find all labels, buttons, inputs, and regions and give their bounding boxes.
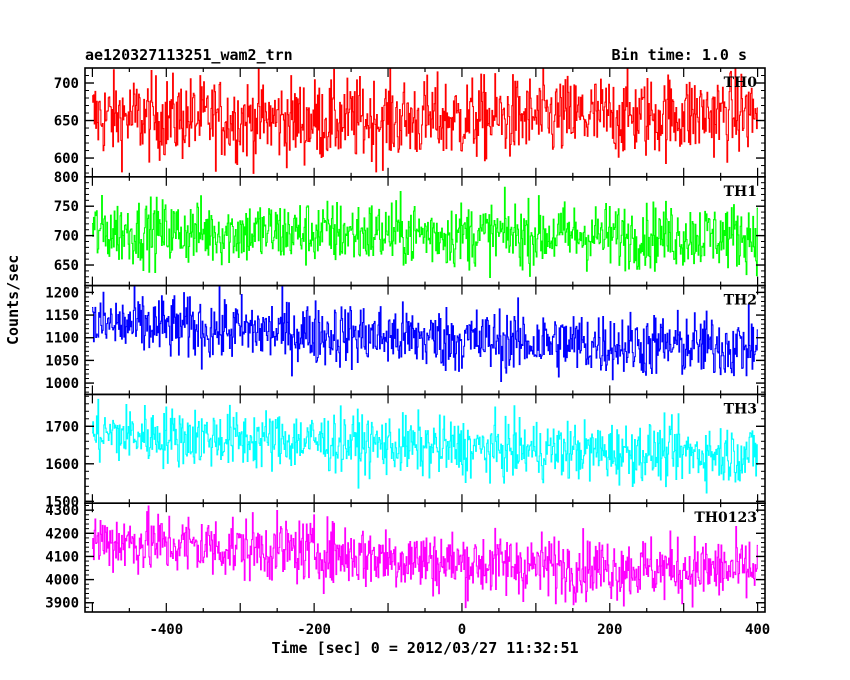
y-tick-label: 700 [54, 229, 79, 245]
series-line-th1 [92, 186, 758, 278]
y-tick-label: 4200 [45, 526, 79, 542]
y-tick-label: 4000 [45, 573, 79, 589]
y-tick-label: 4100 [45, 549, 79, 565]
y-tick-label: 1000 [45, 376, 79, 392]
y-tick-label: 1600 [45, 457, 79, 473]
panel-label-th2: TH2 [724, 293, 757, 309]
series-line-th3 [92, 398, 758, 494]
panel-label-th3: TH3 [724, 401, 757, 417]
y-tick-label: 1200 [45, 285, 79, 301]
y-tick-label: 750 [54, 199, 79, 215]
panel-label-th0123: TH0123 [694, 510, 757, 526]
x-tick-label: 0 [458, 622, 466, 638]
series-line-th2 [92, 285, 758, 383]
y-tick-label: 4300 [45, 503, 79, 519]
series-line-th0 [92, 68, 758, 174]
y-tick-label: 1100 [45, 331, 79, 347]
y-tick-label: 1700 [45, 419, 79, 435]
y-tick-label: 650 [54, 258, 79, 274]
x-tick-label: 200 [597, 622, 622, 638]
x-tick-label: -200 [297, 622, 331, 638]
y-tick-label: 1500 [45, 494, 79, 510]
y-tick-label: 700 [54, 76, 79, 92]
bin-time-label: Bin time: 1.0 s [611, 46, 747, 64]
x-axis-label: Time [sec] 0 = 2012/03/27 11:32:51 [271, 639, 579, 657]
y-tick-label: 600 [54, 151, 79, 167]
x-tick-label: -400 [149, 622, 183, 638]
panel-label-th0: TH0 [724, 75, 758, 91]
y-tick-label: 3900 [45, 596, 79, 612]
panel-label-th1: TH1 [724, 184, 757, 200]
series-line-th0123 [92, 505, 758, 609]
y-tick-label: 1150 [45, 308, 79, 324]
y-tick-label: 1050 [45, 353, 79, 369]
y-tick-label: 650 [54, 114, 79, 130]
y-tick-label: 800 [54, 170, 79, 186]
x-tick-label: 400 [745, 622, 770, 638]
chart-title: ae120327113251_wam2_trn [85, 46, 293, 64]
